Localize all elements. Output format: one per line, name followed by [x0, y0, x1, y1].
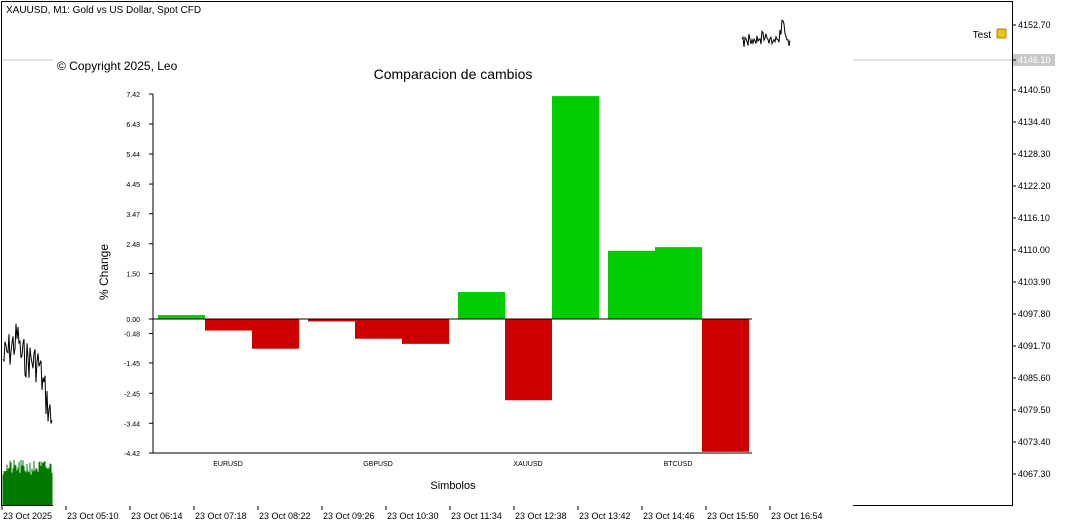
time-tick-label: 23 Oct 06:14 — [131, 511, 183, 521]
price-tick-label: 4152.70 — [1018, 20, 1051, 30]
bar-xauusd-1 — [458, 292, 505, 319]
bar-gbpusd-3 — [402, 319, 449, 344]
time-tick-label: 23 Oct 07:18 — [195, 511, 247, 521]
y-axis-label: % Change — [97, 244, 111, 300]
bar-gbpusd-1 — [308, 319, 355, 322]
price-tick-label: 4085.60 — [1018, 373, 1051, 383]
window-title: XAUUSD, M1: Gold vs US Dollar, Spot CFD — [6, 5, 201, 16]
price-axis: 4152.70 4146.10 4140.50 4134.40 4128.30 4122.… — [1012, 20, 1055, 479]
bar-gbpusd-2 — [355, 319, 402, 339]
current-price-label: 4146.10 — [1018, 55, 1051, 65]
y-tick-label: -1.45 — [124, 361, 140, 368]
time-tick-label: 23 Oct 16:54 — [771, 511, 823, 521]
y-tick-label: 1.50 — [126, 272, 140, 279]
bar-btcusd-3 — [702, 319, 749, 452]
price-line-left — [2, 323, 53, 424]
time-tick-label: 23 Oct 2025 — [3, 511, 52, 521]
price-tick-label: 4097.80 — [1018, 309, 1051, 319]
indicator-icon[interactable] — [996, 28, 1007, 39]
price-tick-label: 4122.20 — [1018, 181, 1051, 191]
bar-eurusd-2 — [205, 319, 252, 331]
y-tick-label: -0.48 — [124, 332, 140, 339]
y-tick-label: 5.44 — [126, 152, 140, 159]
price-trace — [2, 19, 791, 424]
y-tick-label: -2.45 — [124, 391, 140, 398]
price-tick-label: 4073.40 — [1018, 437, 1051, 447]
y-tick-label: 3.47 — [126, 212, 140, 219]
time-tick-label: 23 Oct 15:50 — [707, 511, 759, 521]
bar-btcusd-1 — [608, 250, 655, 319]
time-axis: 23 Oct 2025 23 Oct 05:10 23 Oct 06:14 23 Oc… — [1, 506, 823, 521]
x-axis-label: Simbolos — [430, 480, 476, 492]
y-tick-label: 0.00 — [126, 317, 140, 324]
bar-eurusd-1 — [158, 315, 205, 319]
price-line-right — [741, 19, 791, 47]
copyright-label: © Copyright 2025, Leo — [57, 59, 178, 73]
category-label-gbpusd: GBPUSD — [363, 461, 393, 468]
time-tick-label: 23 Oct 12:38 — [515, 511, 567, 521]
y-tick-label: 4.45 — [126, 182, 140, 189]
category-label-btcusd: BTCUSD — [664, 461, 693, 468]
indicator-label[interactable]: Test — [973, 30, 992, 41]
bar-btcusd-2 — [655, 247, 702, 319]
chart-title: Comparacion de cambios — [374, 66, 533, 82]
category-label-xauusd: XAUUSD — [513, 461, 542, 468]
time-tick-label: 23 Oct 14:46 — [643, 511, 695, 521]
y-tick-label: 6.43 — [126, 122, 140, 129]
bar-xauusd-2 — [505, 319, 552, 401]
time-tick-label: 23 Oct 09:26 — [323, 511, 375, 521]
bar-plot: 7.42 6.43 5.44 4.45 3.47 2.48 1.50 0.00 -0.48 -1.… — [124, 92, 752, 468]
volume-bars — [2, 460, 53, 505]
price-tick-label: 4110.00 — [1018, 245, 1050, 255]
price-tick-label: 4128.30 — [1018, 149, 1051, 159]
y-tick-label: -3.44 — [124, 421, 140, 428]
price-tick-label: 4079.50 — [1018, 405, 1051, 415]
price-tick-label: 4103.90 — [1018, 277, 1051, 287]
bar-xauusd-3 — [552, 96, 599, 319]
time-tick-label: 23 Oct 11:34 — [451, 511, 502, 521]
price-tick-label: 4067.30 — [1018, 469, 1051, 479]
price-tick-label: 4140.50 — [1018, 85, 1051, 95]
time-tick-label: 23 Oct 10:30 — [387, 511, 439, 521]
price-tick-label: 4116.10 — [1018, 213, 1050, 223]
price-tick-label: 4134.40 — [1018, 117, 1051, 127]
bar-eurusd-3 — [252, 319, 299, 349]
time-tick-label: 23 Oct 05:10 — [67, 511, 119, 521]
y-tick-label: -4.42 — [124, 451, 140, 458]
y-tick-label: 2.48 — [126, 242, 140, 249]
time-tick-label: 23 Oct 13:42 — [579, 511, 631, 521]
price-tick-label: 4091.70 — [1018, 341, 1051, 351]
time-tick-label: 23 Oct 08:22 — [259, 511, 311, 521]
category-label-eurusd: EURUSD — [213, 461, 243, 468]
current-price-badge — [1013, 54, 1055, 66]
y-tick-label: 7.42 — [126, 92, 140, 99]
